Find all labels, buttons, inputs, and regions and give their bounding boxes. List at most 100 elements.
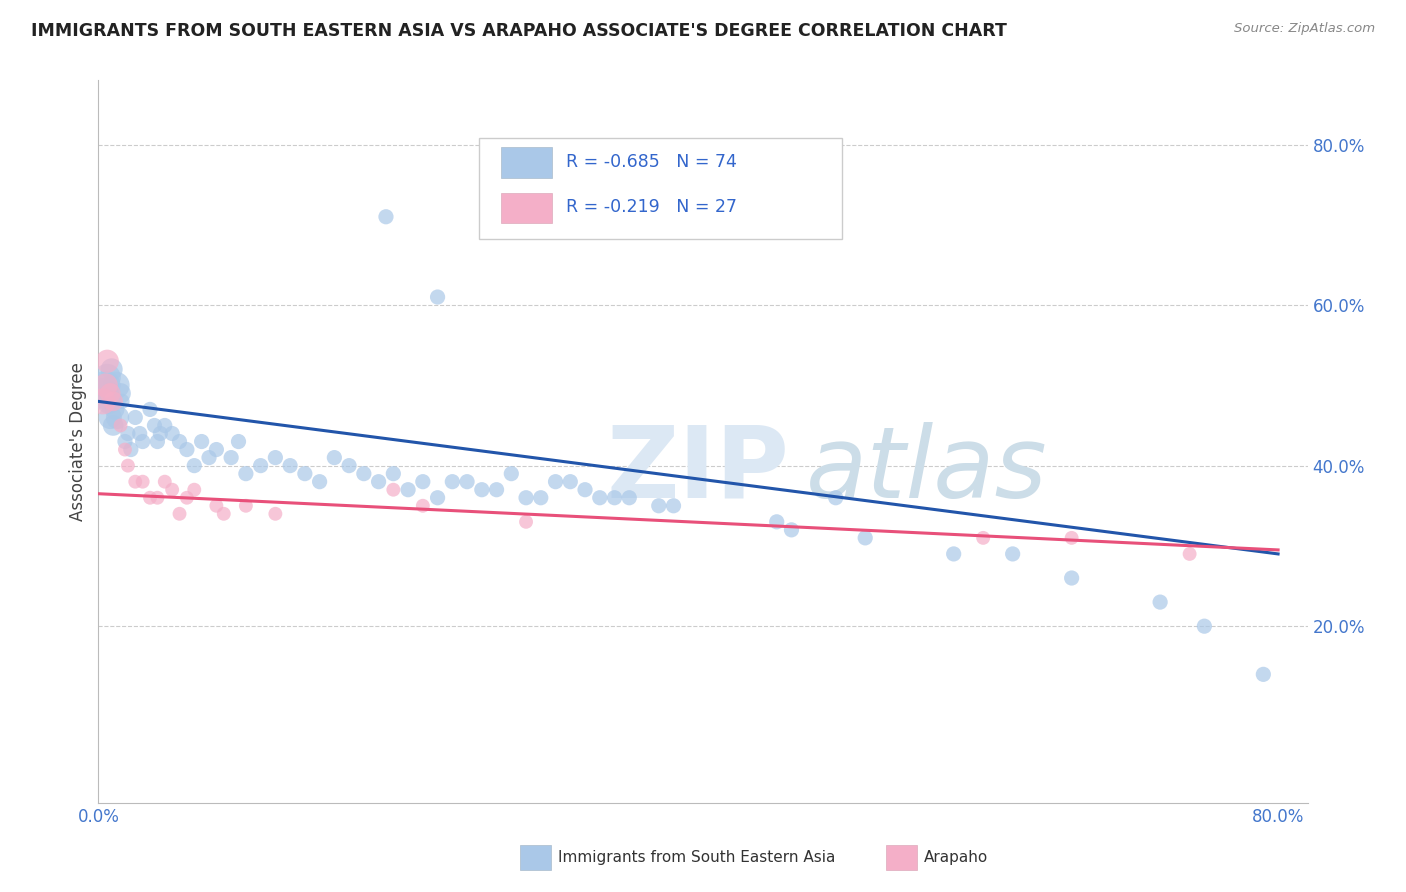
Point: [146, 491, 169, 505]
Point: [97, 394, 120, 409]
Point: [824, 491, 846, 505]
Point: [205, 499, 228, 513]
Y-axis label: Associate's Degree: Associate's Degree: [69, 362, 87, 521]
Point: [589, 491, 612, 505]
Point: [375, 210, 398, 224]
Point: [1060, 571, 1083, 585]
Point: [515, 491, 537, 505]
Point: [117, 458, 139, 473]
Point: [1149, 595, 1171, 609]
Point: [337, 458, 360, 473]
Point: [114, 442, 136, 457]
Point: [198, 450, 221, 465]
Point: [104, 402, 127, 417]
Point: [574, 483, 596, 497]
Point: [501, 467, 523, 481]
Point: [105, 378, 128, 392]
FancyBboxPatch shape: [501, 147, 551, 178]
FancyBboxPatch shape: [479, 138, 842, 239]
Point: [353, 467, 375, 481]
Point: [91, 386, 114, 401]
Text: R = -0.219   N = 27: R = -0.219 N = 27: [567, 198, 737, 217]
Point: [396, 483, 419, 497]
Point: [382, 483, 405, 497]
Text: atlas: atlas: [806, 422, 1047, 519]
Point: [100, 362, 122, 376]
Point: [143, 418, 166, 433]
Point: [101, 394, 124, 409]
Point: [153, 475, 176, 489]
Text: Arapaho: Arapaho: [924, 850, 988, 864]
Point: [972, 531, 994, 545]
Point: [139, 402, 162, 417]
Point: [853, 531, 876, 545]
Point: [942, 547, 965, 561]
Point: [485, 483, 508, 497]
Point: [1253, 667, 1275, 681]
Point: [169, 507, 191, 521]
Text: Immigrants from South Eastern Asia: Immigrants from South Eastern Asia: [558, 850, 835, 864]
Point: [107, 410, 129, 425]
Point: [96, 354, 118, 368]
Point: [94, 378, 117, 392]
Point: [139, 491, 162, 505]
Point: [235, 467, 257, 481]
Point: [662, 499, 685, 513]
Point: [101, 418, 124, 433]
Point: [323, 450, 346, 465]
Point: [169, 434, 191, 449]
Point: [412, 499, 434, 513]
Point: [212, 507, 235, 521]
Point: [530, 491, 553, 505]
Point: [120, 442, 142, 457]
Point: [264, 507, 287, 521]
Point: [1194, 619, 1216, 633]
Point: [603, 491, 626, 505]
Point: [131, 434, 153, 449]
Text: R = -0.685   N = 74: R = -0.685 N = 74: [567, 153, 737, 171]
Point: [619, 491, 641, 505]
Point: [146, 434, 169, 449]
Point: [308, 475, 330, 489]
Point: [153, 418, 176, 433]
Point: [1178, 547, 1201, 561]
Point: [94, 378, 117, 392]
Point: [456, 475, 478, 489]
Point: [648, 499, 671, 513]
Point: [235, 499, 257, 513]
Point: [412, 475, 434, 489]
Point: [183, 483, 205, 497]
Point: [1001, 547, 1024, 561]
Point: [515, 515, 537, 529]
FancyBboxPatch shape: [501, 193, 551, 223]
Point: [426, 290, 449, 304]
Point: [98, 410, 121, 425]
Point: [111, 394, 134, 409]
Point: [131, 475, 153, 489]
Point: [176, 442, 198, 457]
Point: [426, 491, 449, 505]
Point: [278, 458, 301, 473]
Point: [205, 442, 228, 457]
Point: [149, 426, 172, 441]
Point: [765, 515, 787, 529]
Point: [219, 450, 242, 465]
Point: [124, 410, 146, 425]
Point: [160, 483, 183, 497]
Point: [367, 475, 389, 489]
Point: [249, 458, 271, 473]
Point: [110, 386, 132, 401]
Point: [117, 426, 139, 441]
Point: [160, 426, 183, 441]
Point: [544, 475, 567, 489]
Point: [98, 386, 121, 401]
Point: [471, 483, 494, 497]
Point: [294, 467, 316, 481]
Point: [110, 418, 132, 433]
Point: [264, 450, 287, 465]
Point: [382, 467, 405, 481]
Point: [190, 434, 212, 449]
Text: ZIP: ZIP: [606, 422, 789, 519]
Point: [91, 394, 114, 409]
Point: [560, 475, 582, 489]
